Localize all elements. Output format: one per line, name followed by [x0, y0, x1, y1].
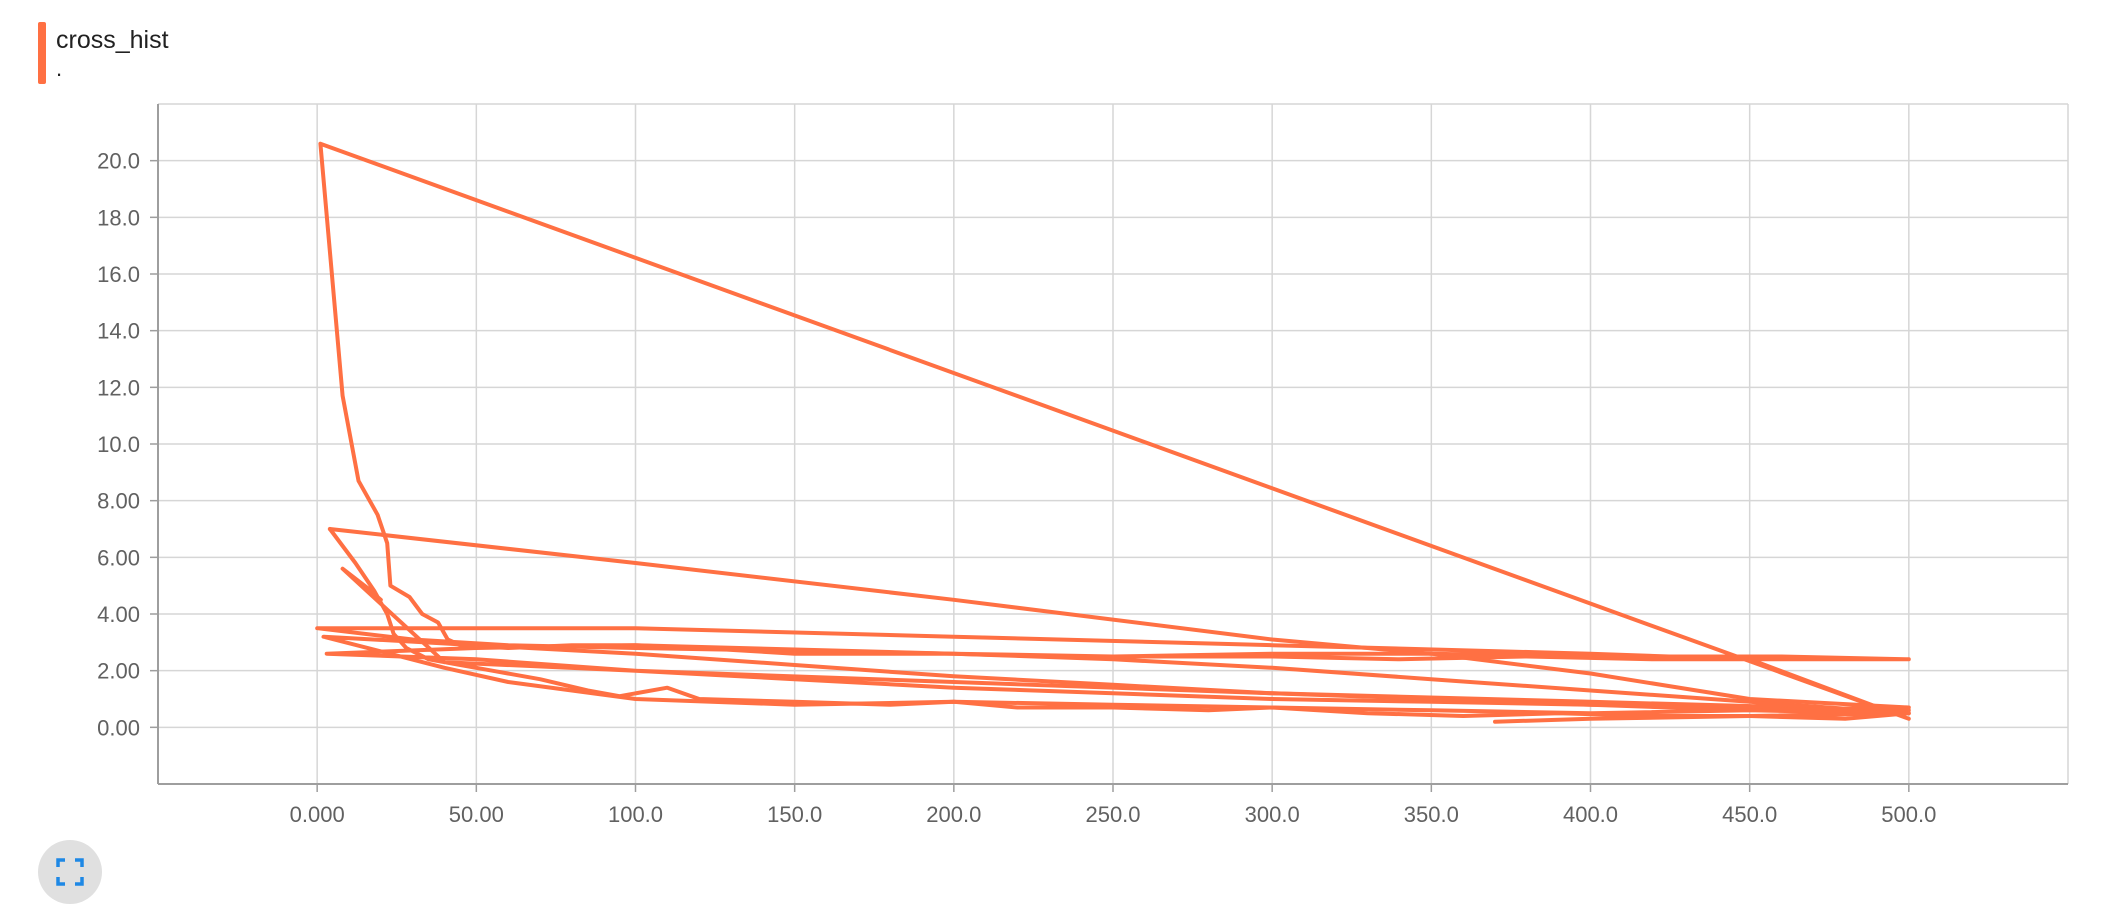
x-tick-label: 500.0	[1881, 802, 1936, 827]
x-tick-label: 50.00	[449, 802, 504, 827]
y-tick-label: 0.00	[97, 715, 140, 740]
grid-lines	[158, 103, 2069, 784]
y-tick-label: 20.0	[97, 149, 140, 174]
x-tick-label: 150.0	[767, 802, 822, 827]
chart-subtitle: .	[56, 56, 63, 81]
series-line	[321, 527, 1911, 724]
x-tick-label: 200.0	[926, 802, 981, 827]
y-tick-label: 6.00	[97, 545, 140, 570]
x-tick-label: 400.0	[1563, 802, 1618, 827]
y-tick-label: 18.0	[97, 205, 140, 230]
y-tick-label: 14.0	[97, 319, 140, 344]
y-tick-label: 2.00	[97, 659, 140, 684]
y-tick-label: 16.0	[97, 262, 140, 287]
fullscreen-button[interactable]	[38, 840, 102, 904]
x-tick-label: 350.0	[1404, 802, 1459, 827]
x-tick-label: 100.0	[608, 802, 663, 827]
fullscreen-icon	[56, 858, 84, 886]
y-tick-label: 10.0	[97, 432, 140, 457]
x-tick-label: 300.0	[1245, 802, 1300, 827]
chart-title: cross_hist	[56, 26, 169, 54]
y-tick-label: 4.00	[97, 602, 140, 627]
axes	[150, 104, 2068, 792]
series-color-bar	[38, 22, 46, 84]
series-lines	[315, 141, 1911, 724]
line-chart: 0.000 50.00 100.0 150.0 200.0 250.0 300.0 350.0…	[97, 103, 2069, 827]
y-tick-label: 12.0	[97, 375, 140, 400]
y-tick-label: 8.00	[97, 489, 140, 514]
x-tick-label: 450.0	[1722, 802, 1777, 827]
x-tick-label: 0.000	[290, 802, 345, 827]
tick-labels: 0.000 50.00 100.0 150.0 200.0 250.0 300.0 350.0…	[97, 149, 1936, 827]
series-line	[315, 141, 1911, 721]
x-tick-label: 250.0	[1085, 802, 1140, 827]
